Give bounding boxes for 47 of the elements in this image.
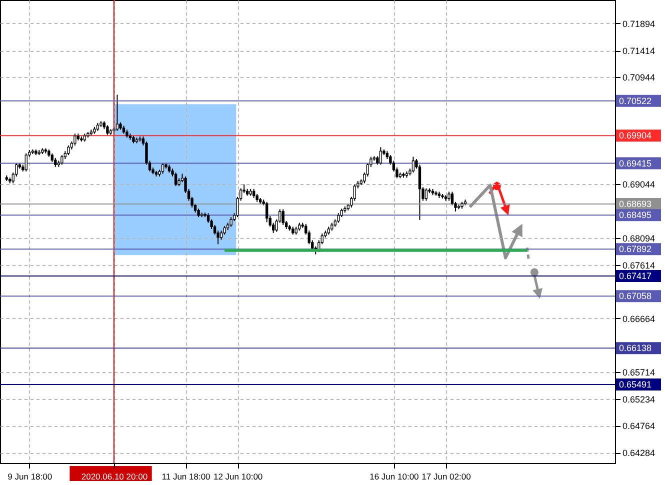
- ref-line-label: 0.69415: [619, 158, 652, 168]
- candlestick: [337, 212, 340, 224]
- candlestick: [60, 154, 64, 166]
- x-tick-label: 2020.06.10 20:00: [81, 472, 148, 482]
- ref-line-label: 0.65491: [619, 380, 652, 390]
- x-tick-label: 12 Jun 10:00: [213, 472, 263, 482]
- candlestick: [161, 162, 164, 174]
- candlestick: [379, 146, 382, 166]
- candlestick: [74, 133, 76, 146]
- candlestick: [412, 156, 415, 174]
- y-tick-label: 0.68094: [622, 233, 656, 244]
- x-tick-label: 11 Jun 18:00: [162, 472, 211, 482]
- x-tick-label: 17 Jun 02:00: [422, 472, 472, 482]
- y-tick-label: 0.65714: [622, 367, 656, 378]
- x-tick-label: 9 Jun 18:00: [8, 472, 52, 482]
- ref-line-label: 0.68693: [619, 198, 652, 209]
- candlestick: [230, 216, 232, 228]
- ref-line-label: 0.68495: [619, 210, 652, 220]
- candlestick: [116, 94, 119, 132]
- ref-line-label: 0.70522: [619, 96, 652, 106]
- candlestick: [67, 145, 70, 156]
- y-tick-label: 0.64764: [622, 421, 656, 432]
- ref-line-label: 0.67417: [619, 270, 652, 281]
- candlestick: [106, 124, 109, 136]
- y-tick-label: 0.71894: [622, 18, 656, 29]
- candlestick: [54, 157, 57, 168]
- x-tick-label: 16 Jun 10:00: [370, 472, 420, 482]
- y-tick-label: 0.64284: [622, 448, 656, 458]
- y-tick-label: 0.71414: [622, 46, 656, 56]
- ref-line-label: 0.67058: [619, 291, 652, 302]
- y-tick-label: 0.69044: [622, 180, 656, 190]
- y-tick-label: 0.65234: [622, 394, 656, 405]
- candlestick: [424, 188, 428, 202]
- candlestick: [24, 152, 28, 172]
- candlestick: [320, 232, 324, 245]
- y-tick-label: 0.70944: [622, 72, 656, 83]
- candlestick: [252, 188, 256, 198]
- ref-line-label: 0.67892: [619, 244, 652, 254]
- candlestick: [448, 191, 450, 202]
- y-tick-label: 0.66664: [622, 314, 656, 324]
- ref-line-label: 0.66138: [619, 343, 652, 354]
- candlestick: [266, 201, 268, 223]
- candlestick: [174, 172, 178, 187]
- ref-line-label: 0.69904: [619, 130, 652, 141]
- candlestick: [282, 208, 284, 226]
- y-tick-label: 0.67614: [622, 260, 656, 270]
- candlestick: [220, 230, 223, 240]
